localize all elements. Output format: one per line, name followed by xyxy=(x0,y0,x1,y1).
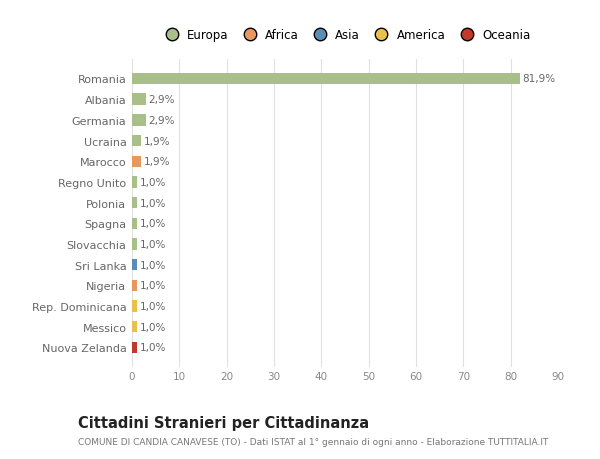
Text: 1,0%: 1,0% xyxy=(140,240,166,249)
Text: 1,9%: 1,9% xyxy=(144,136,170,146)
Text: 1,0%: 1,0% xyxy=(140,178,166,187)
Bar xyxy=(132,301,137,312)
Text: 1,0%: 1,0% xyxy=(140,342,166,353)
Text: COMUNE DI CANDIA CANAVESE (TO) - Dati ISTAT al 1° gennaio di ogni anno - Elabora: COMUNE DI CANDIA CANAVESE (TO) - Dati IS… xyxy=(78,437,548,446)
Text: 1,0%: 1,0% xyxy=(140,301,166,311)
Text: 1,0%: 1,0% xyxy=(140,260,166,270)
Text: 1,0%: 1,0% xyxy=(140,322,166,332)
Text: 2,9%: 2,9% xyxy=(149,116,175,126)
Bar xyxy=(132,177,137,188)
Text: 1,0%: 1,0% xyxy=(140,219,166,229)
Bar xyxy=(132,115,146,126)
Legend: Europa, Africa, Asia, America, Oceania: Europa, Africa, Asia, America, Oceania xyxy=(156,26,534,45)
Bar xyxy=(132,342,137,353)
Text: 81,9%: 81,9% xyxy=(523,74,556,84)
Bar xyxy=(132,321,137,333)
Text: Cittadini Stranieri per Cittadinanza: Cittadini Stranieri per Cittadinanza xyxy=(78,415,369,431)
Bar xyxy=(132,197,137,209)
Bar xyxy=(132,259,137,271)
Bar xyxy=(132,156,141,168)
Bar xyxy=(132,94,146,106)
Bar xyxy=(132,135,141,147)
Bar xyxy=(132,280,137,291)
Text: 1,0%: 1,0% xyxy=(140,280,166,291)
Text: 1,9%: 1,9% xyxy=(144,157,170,167)
Bar xyxy=(132,73,520,85)
Bar xyxy=(132,239,137,250)
Bar xyxy=(132,218,137,230)
Text: 1,0%: 1,0% xyxy=(140,198,166,208)
Text: 2,9%: 2,9% xyxy=(149,95,175,105)
